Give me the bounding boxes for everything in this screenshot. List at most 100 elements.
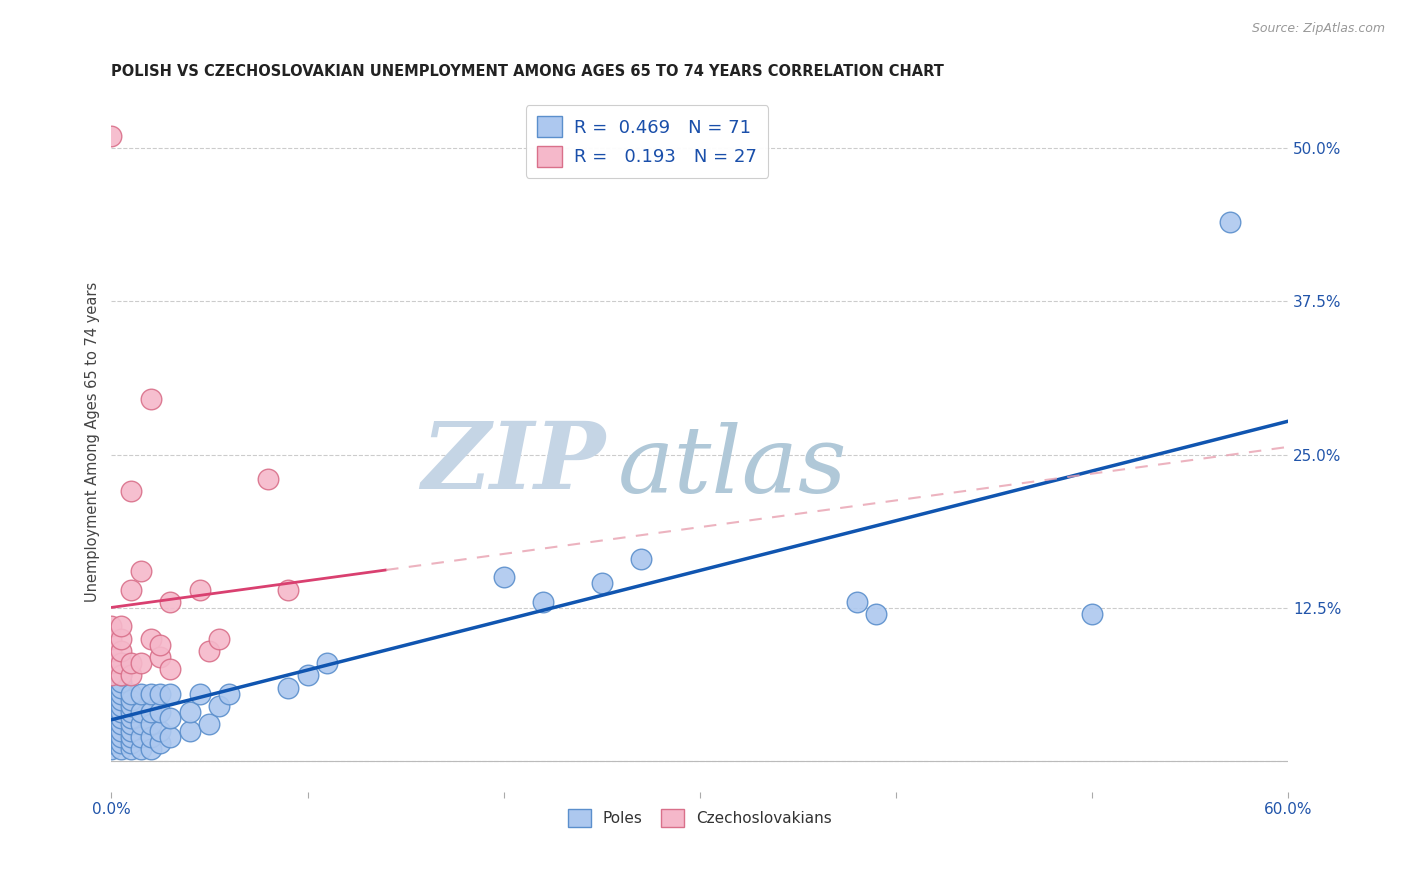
Point: [297, 668, 319, 682]
Point: [129, 717, 152, 731]
Point: [208, 699, 231, 714]
Point: [110, 705, 132, 719]
Point: [188, 582, 211, 597]
Point: [100, 674, 122, 689]
Point: [198, 644, 221, 658]
Point: [208, 632, 231, 646]
Point: [100, 619, 122, 633]
Point: [139, 687, 162, 701]
Point: [149, 687, 172, 701]
Point: [100, 711, 122, 725]
Point: [110, 687, 132, 701]
Point: [1081, 607, 1104, 621]
Point: [110, 723, 132, 738]
Text: POLISH VS CZECHOSLOVAKIAN UNEMPLOYMENT AMONG AGES 65 TO 74 YEARS CORRELATION CHA: POLISH VS CZECHOSLOVAKIAN UNEMPLOYMENT A…: [111, 64, 945, 79]
Point: [110, 711, 132, 725]
Point: [110, 656, 132, 670]
Point: [100, 687, 122, 701]
Point: [139, 392, 162, 407]
Point: [100, 705, 122, 719]
Point: [100, 668, 122, 682]
Point: [277, 582, 299, 597]
Point: [188, 687, 211, 701]
Point: [100, 699, 122, 714]
Point: [149, 736, 172, 750]
Point: [845, 595, 868, 609]
Point: [110, 674, 132, 689]
Point: [110, 644, 132, 658]
Point: [531, 595, 554, 609]
Point: [110, 668, 132, 682]
Point: [179, 723, 201, 738]
Point: [110, 668, 132, 682]
Point: [159, 711, 181, 725]
Point: [179, 705, 201, 719]
Point: [257, 472, 280, 486]
Point: [100, 644, 122, 658]
Point: [100, 668, 122, 682]
Point: [110, 662, 132, 676]
Point: [492, 570, 515, 584]
Point: [110, 681, 132, 695]
Point: [159, 687, 181, 701]
Point: [110, 699, 132, 714]
Point: [100, 693, 122, 707]
Point: [139, 632, 162, 646]
Y-axis label: Unemployment Among Ages 65 to 74 years: Unemployment Among Ages 65 to 74 years: [86, 282, 100, 602]
Point: [198, 717, 221, 731]
Point: [100, 662, 122, 676]
Point: [120, 656, 142, 670]
Point: [100, 656, 122, 670]
Point: [100, 632, 122, 646]
Point: [129, 742, 152, 756]
Point: [120, 717, 142, 731]
Point: [100, 717, 122, 731]
Point: [120, 742, 142, 756]
Point: [100, 656, 122, 670]
Point: [110, 693, 132, 707]
Point: [149, 705, 172, 719]
Point: [110, 656, 132, 670]
Legend: Poles, Czechoslovakians: Poles, Czechoslovakians: [561, 803, 838, 833]
Point: [100, 730, 122, 744]
Point: [159, 662, 181, 676]
Point: [100, 128, 122, 143]
Point: [120, 693, 142, 707]
Point: [591, 576, 613, 591]
Point: [100, 723, 122, 738]
Point: [139, 742, 162, 756]
Point: [218, 687, 240, 701]
Point: [120, 705, 142, 719]
Text: Source: ZipAtlas.com: Source: ZipAtlas.com: [1251, 22, 1385, 36]
Point: [139, 717, 162, 731]
Point: [120, 484, 142, 499]
Point: [129, 656, 152, 670]
Point: [110, 619, 132, 633]
Point: [120, 711, 142, 725]
Point: [110, 736, 132, 750]
Point: [129, 730, 152, 744]
Point: [129, 687, 152, 701]
Point: [129, 705, 152, 719]
Point: [1219, 214, 1241, 228]
Point: [865, 607, 887, 621]
Point: [100, 742, 122, 756]
Point: [110, 742, 132, 756]
Point: [139, 730, 162, 744]
Text: atlas: atlas: [617, 422, 846, 512]
Point: [277, 681, 299, 695]
Point: [159, 730, 181, 744]
Point: [120, 582, 142, 597]
Point: [120, 687, 142, 701]
Point: [149, 723, 172, 738]
Point: [129, 564, 152, 578]
Point: [100, 681, 122, 695]
Point: [159, 595, 181, 609]
Point: [110, 632, 132, 646]
Point: [149, 650, 172, 665]
Text: ZIP: ZIP: [422, 418, 606, 508]
Point: [120, 668, 142, 682]
Point: [316, 656, 339, 670]
Point: [139, 705, 162, 719]
Point: [110, 730, 132, 744]
